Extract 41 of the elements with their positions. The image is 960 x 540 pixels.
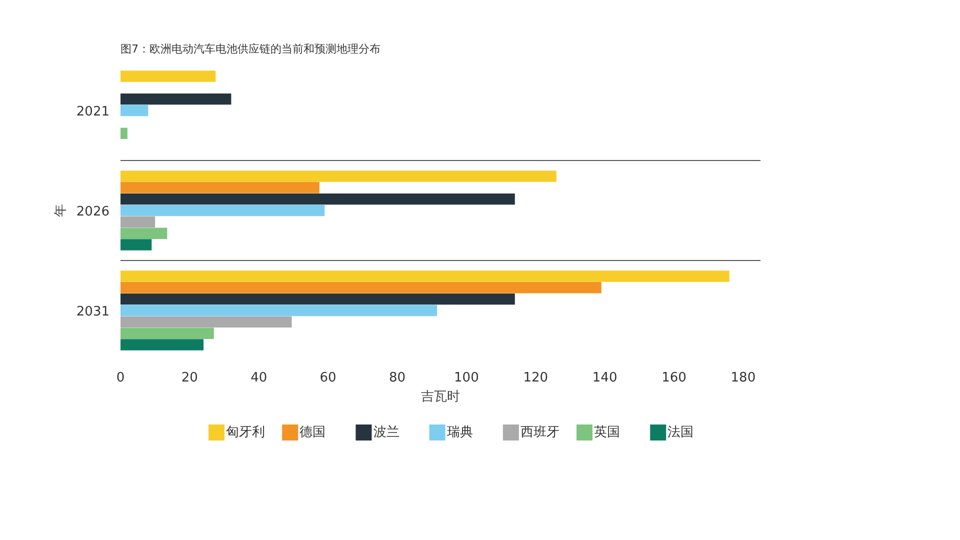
bar	[120, 239, 152, 250]
bar	[120, 216, 156, 228]
bar	[120, 128, 128, 139]
legend-label: 英国	[594, 425, 620, 440]
bar	[120, 328, 214, 339]
bar	[120, 204, 325, 216]
legend-label: 法国	[668, 425, 694, 440]
bar	[120, 282, 602, 294]
x-tick-label: 100	[454, 370, 479, 386]
x-tick-label: 160	[662, 370, 686, 386]
bar	[120, 170, 556, 182]
y-axis-title: 年	[53, 204, 68, 217]
bar	[120, 293, 515, 305]
x-tick-label: 80	[388, 370, 406, 386]
legend-label: 西班牙	[520, 425, 560, 440]
legend-label: 德国	[300, 425, 326, 440]
x-tick-label: 140	[592, 370, 618, 386]
bar	[120, 70, 216, 82]
y-tick-label: 2026	[76, 204, 110, 220]
x-tick-label: 40	[250, 370, 268, 386]
y-tick-label: 2031	[76, 304, 110, 320]
x-tick-label: 20	[181, 370, 198, 386]
bar	[120, 104, 148, 116]
bar	[120, 228, 168, 239]
legend-label: 匈牙利	[226, 425, 266, 440]
bar	[120, 270, 730, 282]
bar	[120, 339, 204, 350]
bar	[120, 304, 438, 316]
y-tick-label: 2021	[76, 104, 110, 120]
x-tick-label: 0	[116, 370, 125, 386]
bar	[120, 193, 515, 205]
legend-label: 瑞典	[446, 425, 473, 440]
bar	[120, 93, 232, 105]
x-axis-title: 吉瓦时	[421, 390, 460, 404]
bar	[120, 316, 292, 328]
x-tick-label: 60	[320, 370, 336, 386]
x-tick-label: 180	[730, 370, 756, 386]
chart-title: 图7：欧洲电动汽车电池供应链的当前和预测地理分布	[120, 42, 380, 56]
legend-label: 波兰	[373, 425, 400, 440]
bar	[120, 182, 320, 194]
x-tick-label: 120	[523, 370, 548, 386]
